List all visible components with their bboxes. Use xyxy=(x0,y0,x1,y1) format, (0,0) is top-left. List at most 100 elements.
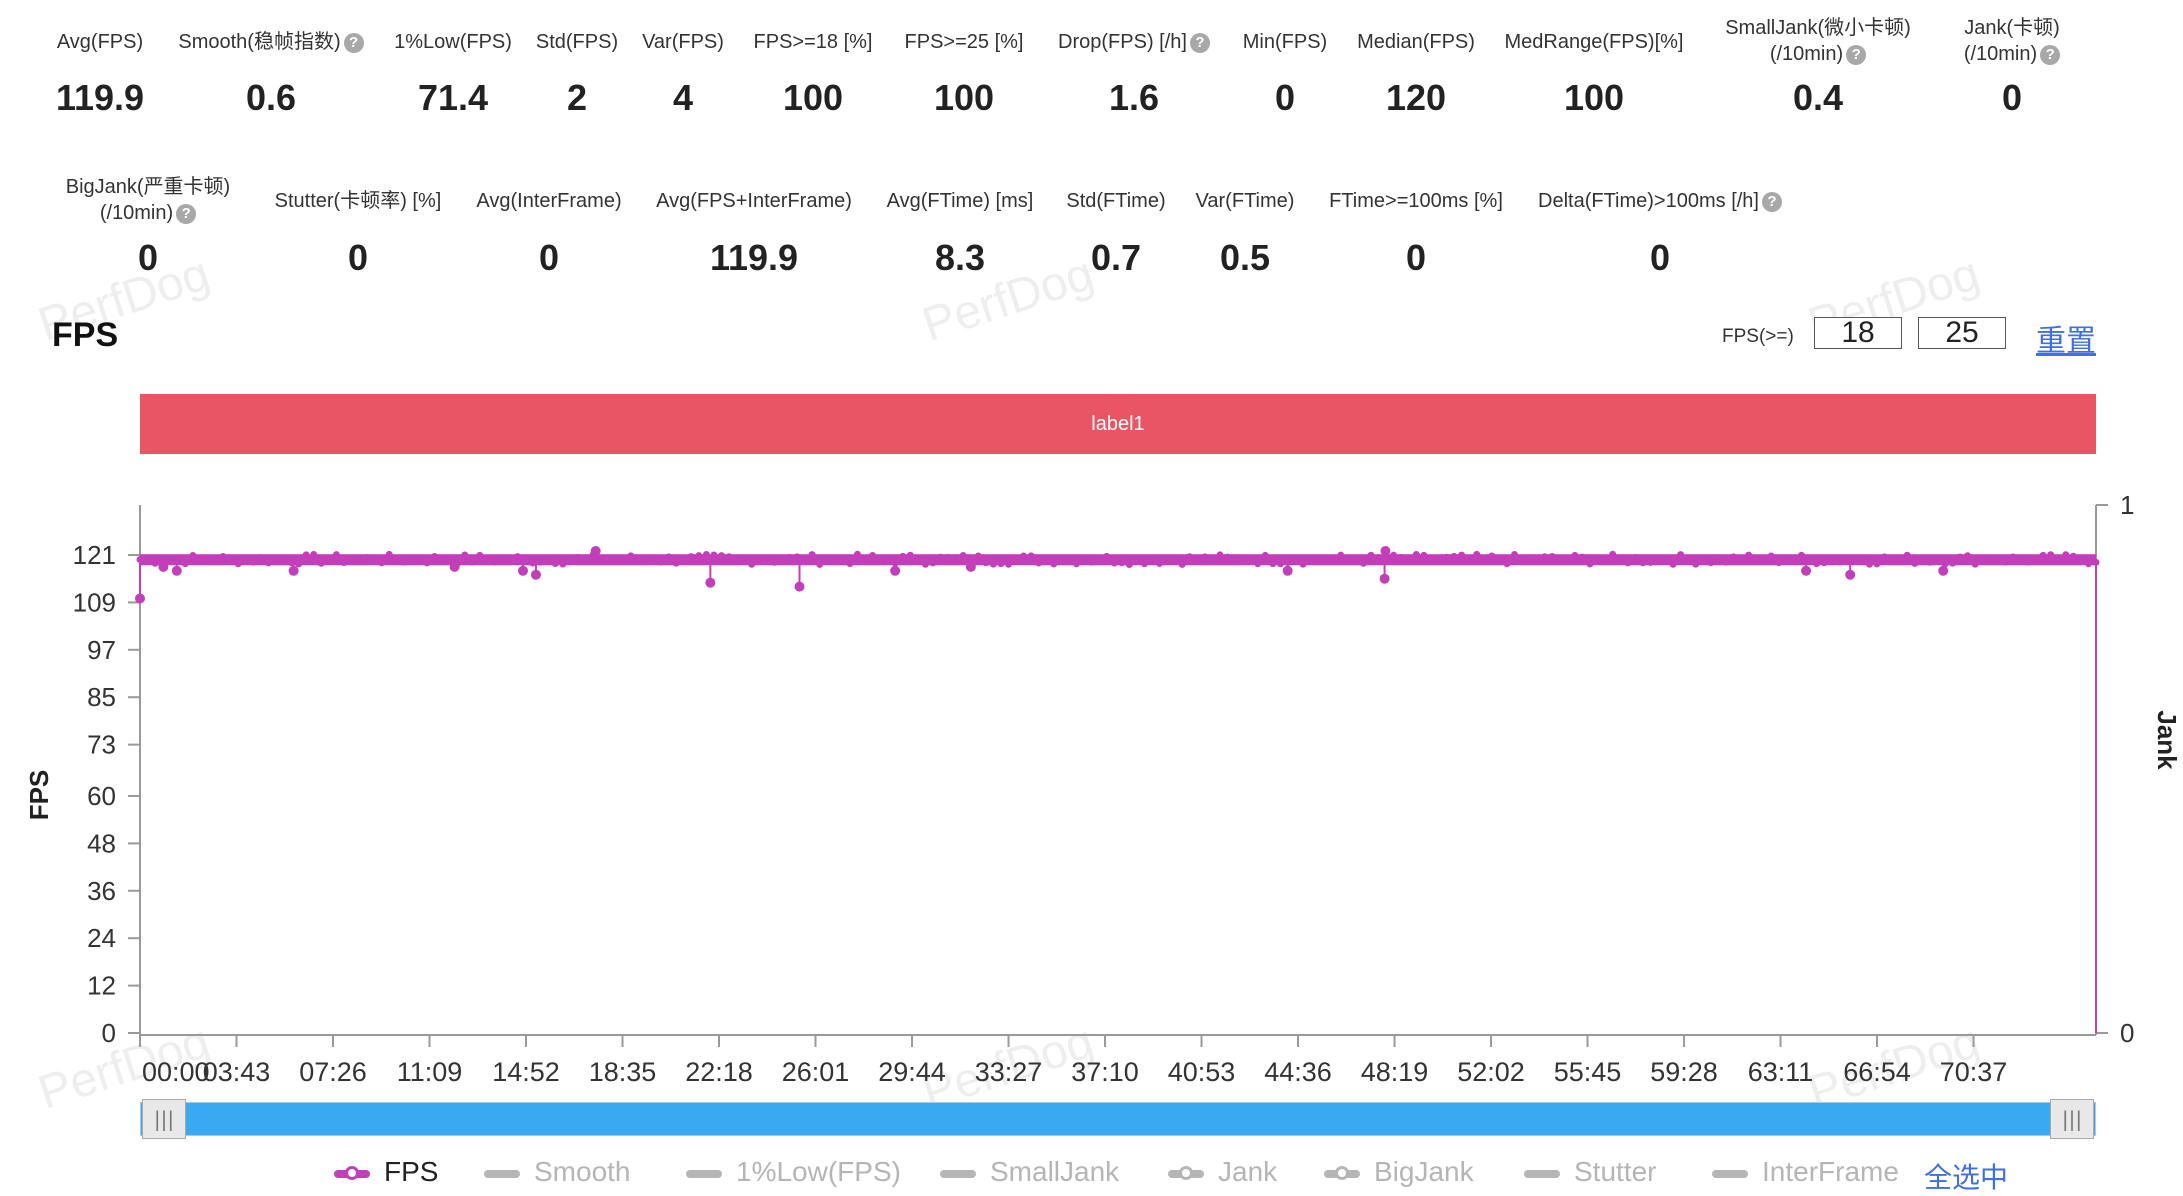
y2-tick-label: 1 xyxy=(2120,490,2134,520)
slider-left-handle[interactable]: ||| xyxy=(142,1099,186,1139)
fps-point xyxy=(687,553,695,561)
fps-point xyxy=(2047,551,2055,559)
stat-label-unit: (/10min) xyxy=(1769,43,1844,65)
fps-point xyxy=(876,554,884,562)
x-tick-label: 66:54 xyxy=(1843,1057,1911,1087)
y-tick-label: 109 xyxy=(73,587,116,617)
stat-std-ftime: Std(FTime) 0.7 xyxy=(966,188,1266,278)
fps-point xyxy=(665,553,673,561)
fps-point xyxy=(2062,551,2070,559)
fps-point xyxy=(1979,555,1987,563)
fps-point xyxy=(340,559,348,567)
stat-avg-fps-interframe: Avg(FPS+InterFrame) 119.9 xyxy=(604,188,904,278)
slider-right-handle[interactable]: ||| xyxy=(2050,1099,2094,1139)
stat-label: FPS>=18 [%] xyxy=(753,31,873,53)
legend-item-jank[interactable]: Jank xyxy=(1168,1156,1277,1188)
help-icon[interactable]: ? xyxy=(1846,44,1867,65)
help-icon[interactable]: ? xyxy=(176,203,197,224)
fps-point xyxy=(378,559,386,567)
fps-threshold-2-input[interactable] xyxy=(1918,317,2006,349)
fps-point xyxy=(2039,551,2047,559)
fps-point xyxy=(1379,573,1390,584)
legend-item-stutter[interactable]: Stutter xyxy=(1524,1156,1656,1188)
fps-point xyxy=(1110,559,1118,567)
y-tick-label: 12 xyxy=(87,971,116,1001)
legend-marker xyxy=(345,1165,359,1180)
fps-point xyxy=(2024,558,2032,566)
fps-point xyxy=(449,561,460,572)
fps-point xyxy=(604,556,612,564)
fps-point xyxy=(1782,557,1790,565)
stat-value: 0 xyxy=(1405,237,1427,278)
fps-point xyxy=(952,554,960,562)
fps-point xyxy=(204,556,212,564)
select-all-button[interactable]: 全选中 xyxy=(1924,1162,2009,1193)
legend-item-fps[interactable]: FPS xyxy=(334,1156,438,1188)
stat-drop-fps-h: Drop(FPS) [/h]? 1.6 xyxy=(984,29,1284,118)
fps-point xyxy=(884,556,892,564)
x-tick-label: 22:18 xyxy=(685,1057,753,1087)
fps-point xyxy=(1699,556,1707,564)
reset-button[interactable]: 重置 xyxy=(2036,325,2096,358)
fps-point xyxy=(393,556,401,564)
fps-point xyxy=(2084,560,2092,568)
legend-item-smooth[interactable]: Smooth xyxy=(484,1156,631,1188)
legend-item-interframe[interactable]: InterFrame xyxy=(1712,1156,1899,1188)
y2-tick-label: 0 xyxy=(2120,1018,2134,1048)
stat-fps-25: FPS>=25 [%] 100 xyxy=(814,29,1114,118)
fps-point xyxy=(1405,556,1413,564)
legend-swatch xyxy=(1324,1165,1360,1180)
stat-value: 2 xyxy=(566,77,588,118)
legend-item-smalljank[interactable]: SmallJank xyxy=(940,1156,1119,1188)
label-bar[interactable]: label1 xyxy=(140,394,2096,454)
fps-point xyxy=(1654,555,1662,563)
fps-point xyxy=(446,557,454,565)
fps-point xyxy=(1375,554,1383,562)
help-icon[interactable]: ? xyxy=(343,32,364,53)
fps-point xyxy=(2077,556,2085,564)
fps-point xyxy=(914,558,922,566)
fps-point xyxy=(1337,551,1345,559)
fps-point xyxy=(1845,569,1856,580)
stat-bigjank: BigJank(严重卡顿) (/10min)? 0 xyxy=(0,174,298,278)
fps-point xyxy=(1329,555,1337,563)
fps-point xyxy=(483,556,491,564)
stat-value: 100 xyxy=(933,77,995,118)
fps-point xyxy=(1526,554,1534,562)
time-range-slider[interactable] xyxy=(140,1102,2096,1136)
stat-label: FPS>=25 [%] xyxy=(904,31,1024,53)
x-tick-label: 00:00 xyxy=(142,1057,210,1087)
help-icon[interactable]: ? xyxy=(2040,44,2061,65)
fps-point xyxy=(257,554,265,562)
stat-label: MedRange(FPS)[%] xyxy=(1504,31,1684,53)
fps-point xyxy=(431,553,439,561)
fps-point xyxy=(1820,559,1828,567)
fps-point xyxy=(1805,555,1813,563)
legend-item-bigjank[interactable]: BigJank xyxy=(1324,1156,1474,1188)
fps-point xyxy=(1571,551,1579,559)
fps-point xyxy=(566,556,574,564)
y-tick-label: 48 xyxy=(87,828,116,858)
fps-point xyxy=(1828,556,1836,564)
help-icon[interactable]: ? xyxy=(1189,32,1210,53)
fps-point xyxy=(1163,556,1171,564)
fps-point xyxy=(1450,552,1458,560)
legend-swatch xyxy=(484,1169,520,1178)
legend-marker xyxy=(1335,1165,1349,1180)
fps-point xyxy=(1473,550,1481,558)
stat-jank: Jank(卡顿) (/10min)? 0 xyxy=(1862,15,2162,118)
help-icon[interactable]: ? xyxy=(1762,191,1782,212)
fps-point xyxy=(1767,552,1775,560)
fps-point xyxy=(491,558,499,566)
fps-point xyxy=(347,556,355,564)
y-tick-label: 36 xyxy=(87,876,116,906)
legend-item-1-low-fps[interactable]: 1%Low(FPS) xyxy=(686,1156,901,1188)
fps-point xyxy=(702,551,710,559)
fps-threshold-1-input[interactable] xyxy=(1814,317,1902,349)
stat-label: SmallJank(微小卡顿) xyxy=(1725,17,1911,39)
fps-point xyxy=(1367,551,1375,559)
legend-label: Stutter xyxy=(1574,1156,1657,1187)
stat-value: 100 xyxy=(782,77,844,118)
y-tick-label: 97 xyxy=(87,635,116,665)
fps-point xyxy=(770,558,778,566)
